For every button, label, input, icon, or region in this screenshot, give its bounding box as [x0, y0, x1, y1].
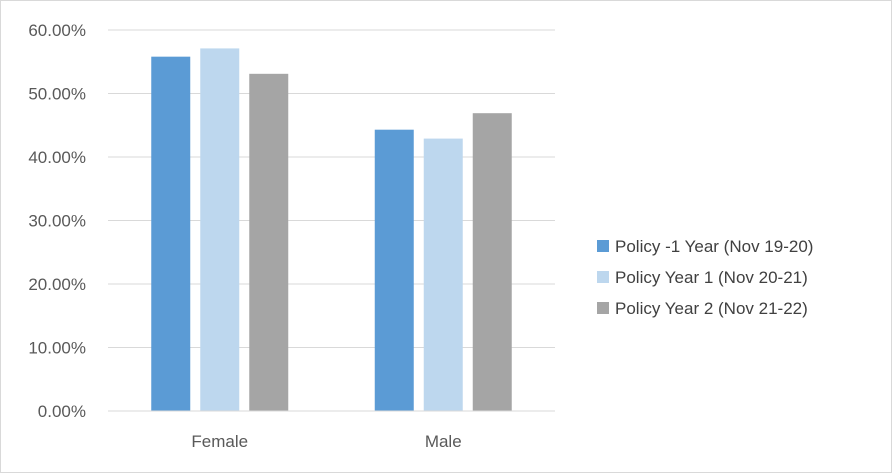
legend-label: Policy Year 1 (Nov 20-21) [615, 268, 808, 287]
y-axis-ticks: 0.00% 10.00% 20.00% 30.00% 40.00% 50.00% 60.00… [28, 21, 86, 421]
x-axis-ticks: Female Male [191, 432, 461, 451]
legend: Policy -1 Year (Nov 19-20) Policy Year 1 … [597, 237, 813, 318]
y-tick-label: 0.00% [38, 402, 86, 421]
y-tick-label: 10.00% [28, 339, 86, 358]
y-tick-label: 20.00% [28, 275, 86, 294]
x-tick-label: Male [425, 432, 462, 451]
legend-swatch [597, 271, 609, 283]
legend-swatch [597, 240, 609, 252]
bar [423, 138, 463, 411]
y-tick-label: 40.00% [28, 148, 86, 167]
bar [249, 73, 289, 411]
legend-label: Policy Year 2 (Nov 21-22) [615, 299, 808, 318]
y-tick-label: 50.00% [28, 85, 86, 104]
y-tick-label: 60.00% [28, 21, 86, 40]
bar [374, 129, 414, 411]
bars [151, 48, 512, 412]
y-tick-label: 30.00% [28, 212, 86, 231]
legend-swatch [597, 302, 609, 314]
legend-label: Policy -1 Year (Nov 19-20) [615, 237, 813, 256]
x-tick-label: Female [191, 432, 248, 451]
bar [200, 48, 240, 411]
bar [151, 56, 191, 412]
bar [472, 113, 512, 411]
